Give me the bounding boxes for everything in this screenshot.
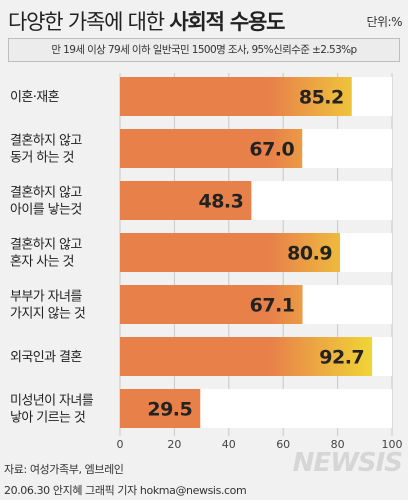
title-normal: 다양한 가족에 대한 (8, 10, 170, 34)
value-label: 29.5 (147, 399, 192, 421)
x-tick-label: 60 (276, 438, 290, 451)
x-tick-label: 100 (382, 438, 403, 451)
category-label: 부부가 자녀를 가지지 않는 것 (10, 290, 85, 322)
value-label: 67.0 (249, 139, 294, 161)
bar (120, 337, 373, 376)
bar (120, 77, 352, 116)
value-label: 67.1 (250, 295, 295, 317)
source-note: 자료: 여성가족부, 엠브레인 (4, 463, 124, 476)
category-label: 외국인과 결혼 (10, 350, 82, 365)
value-label: 80.9 (287, 243, 332, 265)
newsis-logo: NEWSIS (292, 448, 403, 478)
value-label: 92.7 (319, 347, 364, 369)
x-tick-label: 40 (222, 438, 236, 451)
bar (120, 129, 303, 168)
category-label: 결혼하지 않고 아이를 낳는것 (10, 186, 82, 218)
category-label: 결혼하지 않고 동거 하는 것 (10, 134, 82, 166)
bar (120, 389, 201, 428)
bar (120, 181, 252, 220)
chart-header: 다양한 가족에 대한 사회적 수용도 단위:% (8, 6, 404, 36)
value-label: 48.3 (198, 191, 243, 213)
category-label: 미성년이 자녀를 낳아 기르는 것 (10, 394, 94, 426)
survey-note: 만 19세 이상 79세 이하 일반국민 1500명 조사, 95%신뢰수준 ±… (8, 38, 400, 62)
value-label: 85.2 (299, 87, 344, 109)
x-tick-label: 0 (117, 438, 124, 451)
unit-label: 단위:% (366, 15, 402, 29)
bar (120, 233, 341, 272)
title-bold: 사회적 수용도 (169, 10, 285, 34)
category-label: 이혼·재혼 (10, 90, 60, 105)
bar (120, 285, 303, 324)
x-tick-label: 80 (331, 438, 345, 451)
credit-line: 20.06.30 안지혜 그래픽 기자 hokma@newsis.com (4, 484, 247, 497)
x-tick-label: 20 (167, 438, 181, 451)
category-label: 결혼하지 않고 혼자 사는 것 (10, 238, 82, 270)
chart-title: 다양한 가족에 대한 사회적 수용도 (8, 6, 285, 36)
